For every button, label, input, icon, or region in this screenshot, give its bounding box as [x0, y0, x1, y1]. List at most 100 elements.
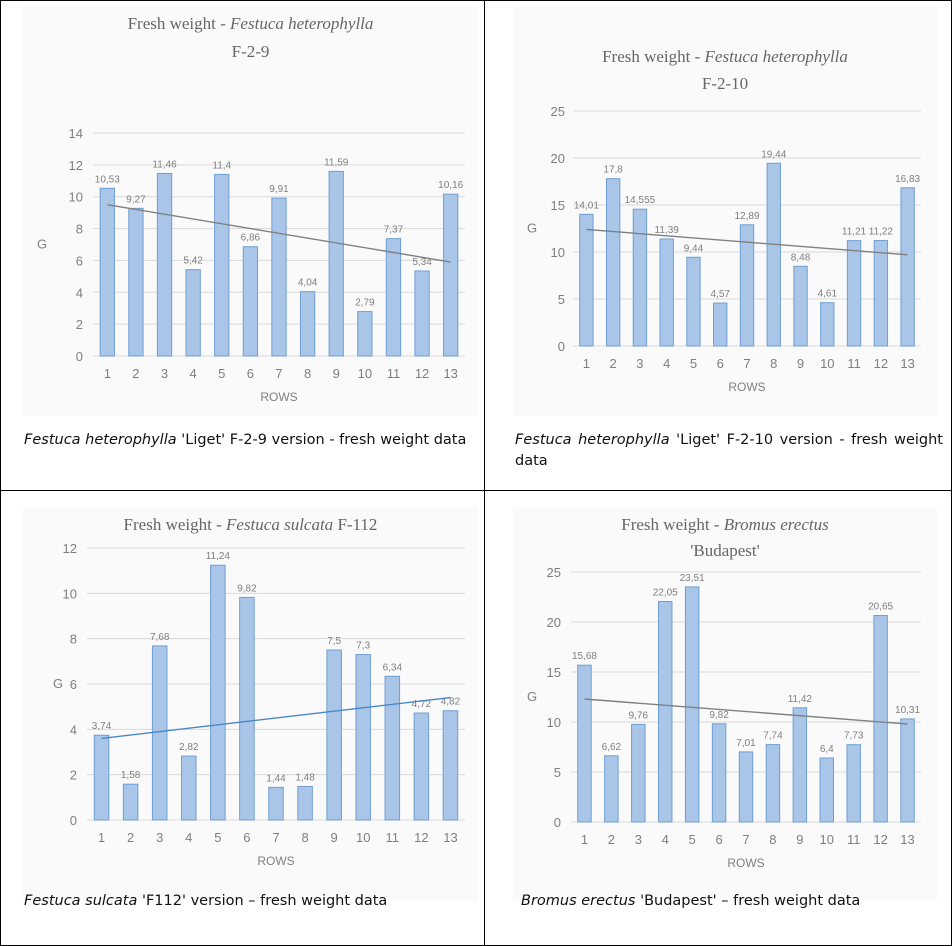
y-tick-label: 0 [554, 815, 561, 830]
panel-2: Fresh weight - Festuca heterophylla F-2-1… [484, 0, 951, 490]
chart-title: Fresh weight - Festuca heterophylla [128, 14, 374, 33]
y-tick-label: 4 [70, 722, 77, 737]
panel-1: Fresh weight - Festuca heterophylla F-2-9… [0, 0, 484, 490]
y-tick-label: 12 [69, 158, 83, 173]
x-tick-label: 5 [690, 356, 697, 371]
bar [900, 187, 915, 347]
y-tick-label: 6 [70, 677, 77, 692]
y-axis-label: G [527, 689, 537, 704]
trendline [101, 696, 451, 740]
bar [122, 783, 139, 821]
panel-3: Fresh weight - Festuca sulcata F-112 0 2 4 6… [0, 490, 484, 945]
x-tick-label: 9 [796, 832, 803, 847]
bar [93, 734, 110, 821]
data-label: 16,83 [895, 174, 920, 185]
data-label: 4,82 [441, 697, 461, 708]
data-label: 7,3 [356, 641, 370, 652]
bar [156, 172, 173, 357]
y-tick-label: 10 [547, 715, 561, 730]
x-tick-label: 7 [275, 366, 282, 381]
x-axis-label: ROWS [728, 380, 765, 394]
data-label: 7,68 [150, 632, 170, 643]
bar [631, 723, 646, 823]
x-tick-label: 4 [662, 832, 669, 847]
data-label: 6,34 [383, 662, 403, 673]
data-label: 9,91 [269, 184, 289, 195]
y-axis-label: G [527, 221, 537, 236]
bar [355, 654, 372, 821]
x-tick-label: 3 [636, 356, 643, 371]
bar-chart-f112: Fresh weight - Festuca sulcata F-112 0 2 4 6… [53, 515, 465, 868]
data-label: 20,65 [868, 602, 893, 613]
x-tick-label: 4 [190, 366, 197, 381]
data-label: 22,05 [653, 588, 678, 599]
chart-subtitle: F-2-9 [232, 42, 270, 61]
data-label: 10,31 [895, 705, 920, 716]
x-tick-label: 12 [415, 366, 429, 381]
data-label: 2,82 [179, 742, 199, 753]
bar [792, 707, 808, 823]
data-label: 4,04 [298, 278, 318, 289]
bar [577, 664, 592, 823]
caption-3: Festuca sulcata 'F112' version – fresh w… [24, 891, 472, 912]
caption-2: Festuca heterophylla 'Liget' F-2-10 vers… [515, 430, 943, 472]
y-tick-label: 5 [554, 765, 561, 780]
y-tick-label: 15 [551, 198, 565, 213]
x-tick-label: 5 [214, 830, 221, 845]
x-tick-label: 6 [715, 832, 722, 847]
chart-subtitle: 'Budapest' [690, 541, 759, 560]
y-tick-label: 5 [558, 292, 565, 307]
chart-subtitle: F-2-10 [702, 74, 748, 93]
bar [214, 173, 230, 357]
data-label: 9,76 [629, 710, 649, 721]
data-label: 11,46 [152, 159, 177, 170]
bar [659, 238, 674, 347]
caption-2-text: 'Liget' F-2-10 version - fresh weight da… [515, 432, 943, 469]
bar [739, 224, 755, 347]
x-tick-label: 2 [610, 356, 617, 371]
y-tick-label: 0 [70, 813, 77, 828]
bar [579, 213, 594, 347]
x-tick-label: 11 [847, 832, 861, 847]
data-label: 10,16 [438, 180, 463, 191]
trendline [107, 203, 451, 263]
data-label: 7,5 [327, 636, 341, 647]
bar [326, 649, 342, 821]
y-tick-label: 20 [547, 615, 561, 630]
y-tick-label: 0 [558, 339, 565, 354]
x-axis-label: ROWS [260, 390, 297, 404]
y-tick-label: 15 [547, 665, 561, 680]
bar [299, 291, 316, 357]
x-tick-label: 1 [98, 830, 105, 845]
x-tick-label: 1 [581, 832, 588, 847]
y-tick-label: 14 [69, 126, 83, 141]
data-label: 23,51 [680, 573, 705, 584]
x-tick-label: 11 [386, 830, 400, 845]
x-tick-label: 12 [873, 832, 887, 847]
bar [268, 786, 284, 821]
data-label: 10,53 [95, 174, 120, 185]
data-label: 6,86 [241, 233, 261, 244]
y-tick-label: 10 [69, 190, 83, 205]
data-label: 7,74 [763, 731, 783, 742]
x-tick-label: 6 [717, 356, 724, 371]
bar [711, 723, 727, 823]
x-tick-label: 12 [414, 830, 428, 845]
data-label: 11,24 [206, 551, 231, 562]
data-label: 2,79 [355, 298, 375, 309]
x-tick-label: 10 [356, 830, 370, 845]
bar [99, 187, 115, 357]
data-label: 9,82 [709, 710, 729, 721]
x-tick-label: 7 [743, 356, 750, 371]
data-label: 12,89 [734, 211, 759, 222]
y-tick-label: 8 [70, 632, 77, 647]
x-tick-label: 1 [583, 356, 590, 371]
bar [686, 256, 701, 347]
x-tick-label: 12 [874, 356, 888, 371]
caption-4-text: 'Budapest' – fresh weight data [635, 893, 861, 909]
data-label: 14,01 [574, 200, 599, 211]
x-tick-label: 10 [820, 832, 834, 847]
chart-panel-2: Fresh weight - Festuca heterophylla F-2-1… [513, 6, 937, 416]
data-label: 4,57 [710, 289, 730, 300]
